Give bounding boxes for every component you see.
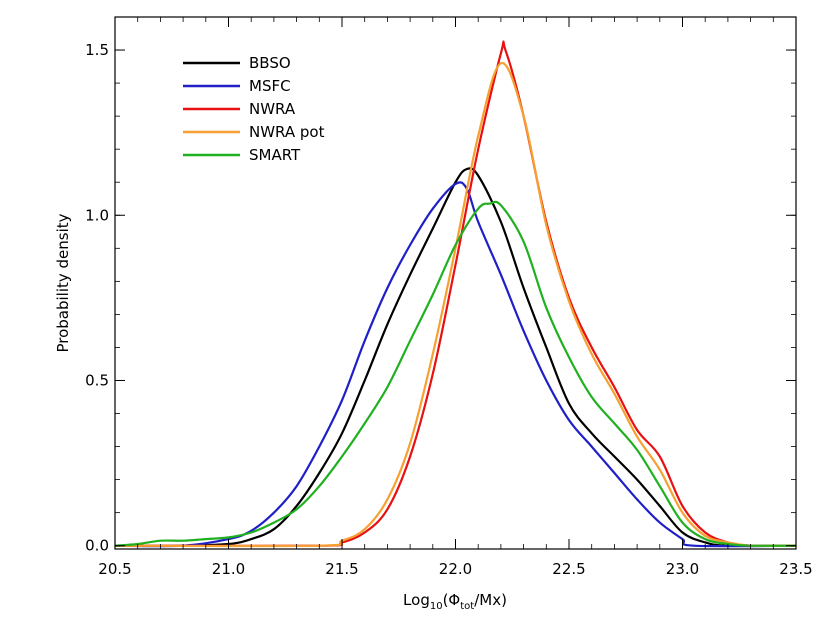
legend-label: MSFC	[249, 77, 291, 95]
series-line-smart	[114, 200, 797, 547]
legend-label: NWRA pot	[249, 123, 325, 141]
y-tick-label: 0.5	[85, 371, 109, 389]
series-line-nwra	[114, 40, 797, 548]
x-tick-label: 20.5	[98, 560, 131, 578]
series-line-msfc	[114, 181, 797, 548]
x-tick-label: 23.5	[779, 560, 812, 578]
legend-label: SMART	[249, 146, 301, 164]
y-axis-title: Probability density	[54, 213, 72, 352]
y-tick-label: 0.0	[85, 537, 109, 555]
legend-label: NWRA	[249, 100, 296, 118]
plot-frame	[114, 16, 797, 550]
x-tick-label: 22.0	[439, 560, 472, 578]
legend: BBSO MSFC NWRA NWRA pot SMART	[183, 54, 325, 164]
y-tick-label: 1.0	[85, 206, 109, 224]
x-tick-label: 21.5	[325, 560, 358, 578]
series-line-bbso	[114, 167, 797, 548]
x-tick-label: 23.0	[666, 560, 699, 578]
series-line-nwra-pot	[114, 62, 797, 548]
legend-label: BBSO	[249, 54, 291, 72]
series-layer	[114, 40, 797, 548]
x-axis-title: Log10(Φtot/Mx)	[403, 591, 507, 612]
y-tick-label: 1.5	[85, 41, 109, 59]
x-tick-label: 21.0	[212, 560, 245, 578]
x-tick-label: 22.5	[552, 560, 585, 578]
ticks-layer: 20.5 21.0 21.5 22.0 22.5 23.0 23.5 0.0 0.5 1.0 1.5	[85, 16, 813, 578]
